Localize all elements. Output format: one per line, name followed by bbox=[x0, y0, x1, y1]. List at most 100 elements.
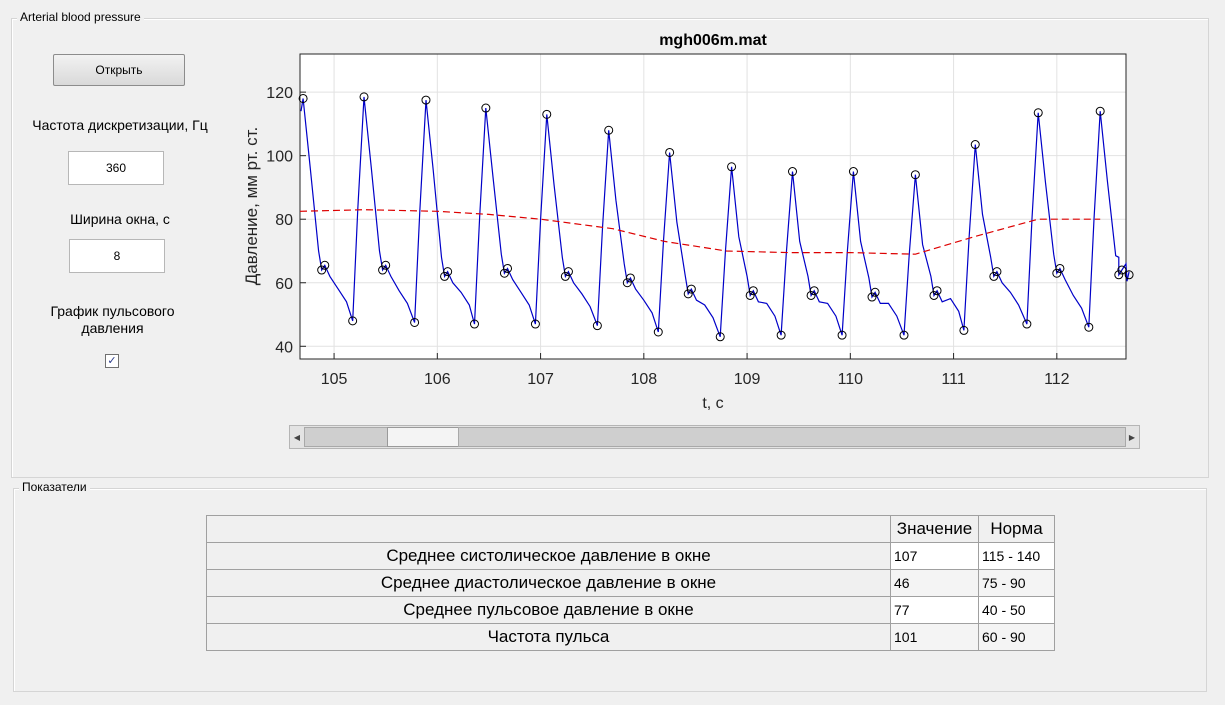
scroll-right-arrow-icon[interactable]: ▶ bbox=[1128, 432, 1136, 442]
row-header: Среднее систолическое давление в окне bbox=[206, 542, 891, 570]
indicators-panel-title: Показатели bbox=[19, 480, 90, 494]
row-header: Частота пульса bbox=[206, 623, 891, 651]
peak-marker bbox=[481, 103, 491, 113]
peak-marker bbox=[686, 284, 696, 294]
row-norm[interactable]: 60 - 90 bbox=[978, 623, 1055, 651]
table-corner-cell bbox=[206, 515, 891, 543]
peak-marker bbox=[440, 271, 450, 281]
row-norm[interactable]: 40 - 50 bbox=[978, 596, 1055, 624]
indicators-panel: Показатели bbox=[13, 480, 1207, 692]
peak-marker bbox=[989, 271, 999, 281]
pulse-plot-label-line2: давления bbox=[81, 320, 144, 336]
peak-marker bbox=[378, 265, 388, 275]
peak-marker bbox=[910, 170, 920, 180]
peak-marker bbox=[503, 263, 513, 273]
row-value[interactable]: 77 bbox=[890, 596, 979, 624]
x-tick-label: 105 bbox=[321, 371, 348, 388]
peak-marker bbox=[837, 330, 847, 340]
peak-marker bbox=[1095, 106, 1105, 116]
peak-marker bbox=[929, 290, 939, 300]
peak-marker bbox=[317, 265, 327, 275]
peak-marker bbox=[788, 167, 798, 177]
bp-panel: Arterial blood pressure bbox=[11, 10, 1209, 478]
peak-marker bbox=[727, 162, 737, 172]
peak-marker bbox=[298, 93, 308, 103]
peak-marker bbox=[1052, 268, 1062, 278]
peak-marker bbox=[1117, 265, 1127, 275]
peak-marker bbox=[530, 319, 540, 329]
peak-marker bbox=[542, 109, 552, 119]
peak-marker bbox=[1124, 270, 1134, 280]
peak-marker bbox=[443, 267, 453, 277]
plot-area-frame bbox=[299, 53, 1127, 360]
peak-marker bbox=[715, 332, 725, 342]
peak-marker bbox=[745, 290, 755, 300]
sampling-rate-label: Частота дискретизации, Гц bbox=[32, 117, 208, 133]
bp-panel-title: Arterial blood pressure bbox=[17, 10, 144, 24]
row-value[interactable]: 46 bbox=[890, 569, 979, 597]
x-axis-label: t, с bbox=[702, 395, 723, 412]
row-norm[interactable]: 115 - 140 bbox=[978, 542, 1055, 570]
y-tick-label: 120 bbox=[266, 85, 293, 102]
window-width-label: Ширина окна, с bbox=[70, 211, 170, 227]
row-header: Среднее диастолическое давление в окне bbox=[206, 569, 891, 597]
scroll-left-arrow-icon[interactable]: ◀ bbox=[293, 432, 301, 442]
peak-marker bbox=[970, 140, 980, 150]
open-button[interactable]: Открыть bbox=[53, 54, 185, 86]
y-tick-label: 40 bbox=[275, 339, 293, 356]
x-tick-label: 110 bbox=[838, 371, 864, 388]
peak-marker bbox=[848, 167, 858, 177]
x-tick-label: 108 bbox=[630, 371, 657, 388]
pulse-plot-label: График пульсового давления bbox=[20, 303, 205, 337]
peak-marker bbox=[1114, 270, 1124, 280]
peak-marker bbox=[1033, 108, 1043, 118]
time-scrollbar[interactable]: ◀ ▶ bbox=[289, 425, 1140, 449]
peak-marker bbox=[625, 273, 635, 283]
peak-marker bbox=[653, 327, 663, 337]
scroll-track-right[interactable] bbox=[458, 427, 1126, 447]
pressure-line bbox=[300, 96, 1130, 338]
peak-marker bbox=[806, 290, 816, 300]
peak-marker bbox=[320, 260, 330, 270]
peak-marker bbox=[1022, 319, 1032, 329]
peak-marker bbox=[348, 316, 358, 326]
peak-marker bbox=[469, 319, 479, 329]
peak-marker bbox=[421, 95, 431, 105]
peak-marker bbox=[410, 317, 420, 327]
scroll-thumb[interactable] bbox=[387, 427, 459, 447]
indicators-table: Значение Норма Среднее систолическое дав… bbox=[206, 515, 1055, 651]
peak-marker bbox=[592, 321, 602, 331]
peak-marker bbox=[683, 289, 693, 299]
scroll-track-left[interactable] bbox=[304, 427, 388, 447]
peak-marker bbox=[867, 292, 877, 302]
window-width-input[interactable]: 8 bbox=[69, 239, 165, 273]
y-tick-label: 80 bbox=[275, 212, 293, 229]
peak-marker bbox=[1055, 263, 1065, 273]
peak-marker bbox=[776, 330, 786, 340]
row-value[interactable]: 101 bbox=[890, 623, 979, 651]
y-tick-label: 60 bbox=[275, 276, 293, 293]
pressure-chart: 105 106 107 108 109 110 111 112 40 60 80 100 120 mgh… bbox=[242, 32, 1134, 412]
x-tick-label: 107 bbox=[527, 371, 554, 388]
peak-marker bbox=[809, 286, 819, 296]
pulse-pressure-line bbox=[299, 209, 1101, 255]
sampling-rate-input[interactable]: 360 bbox=[68, 151, 164, 185]
pulse-plot-label-line1: График пульсового bbox=[50, 303, 175, 319]
chart-title: mgh006m.mat bbox=[659, 32, 767, 49]
peak-marker bbox=[381, 260, 391, 270]
table-header-row: Значение Норма bbox=[206, 515, 1055, 543]
peak-marker bbox=[560, 271, 570, 281]
peak-marker bbox=[665, 147, 675, 157]
peak-marker bbox=[748, 286, 758, 296]
row-norm[interactable]: 75 - 90 bbox=[978, 569, 1055, 597]
pulse-plot-checkbox[interactable]: ✓ bbox=[105, 354, 119, 368]
row-header: Среднее пульсовое давление в окне bbox=[206, 596, 891, 624]
peak-marker bbox=[932, 286, 942, 296]
y-tick-label: 100 bbox=[266, 149, 293, 166]
table-row: Частота пульса 101 60 - 90 bbox=[206, 623, 1055, 651]
table-row: Среднее систолическое давление в окне 10… bbox=[206, 542, 1055, 570]
peak-marker bbox=[563, 267, 573, 277]
row-value[interactable]: 107 bbox=[890, 542, 979, 570]
peak-marker bbox=[359, 92, 369, 102]
peak-marker bbox=[499, 268, 509, 278]
